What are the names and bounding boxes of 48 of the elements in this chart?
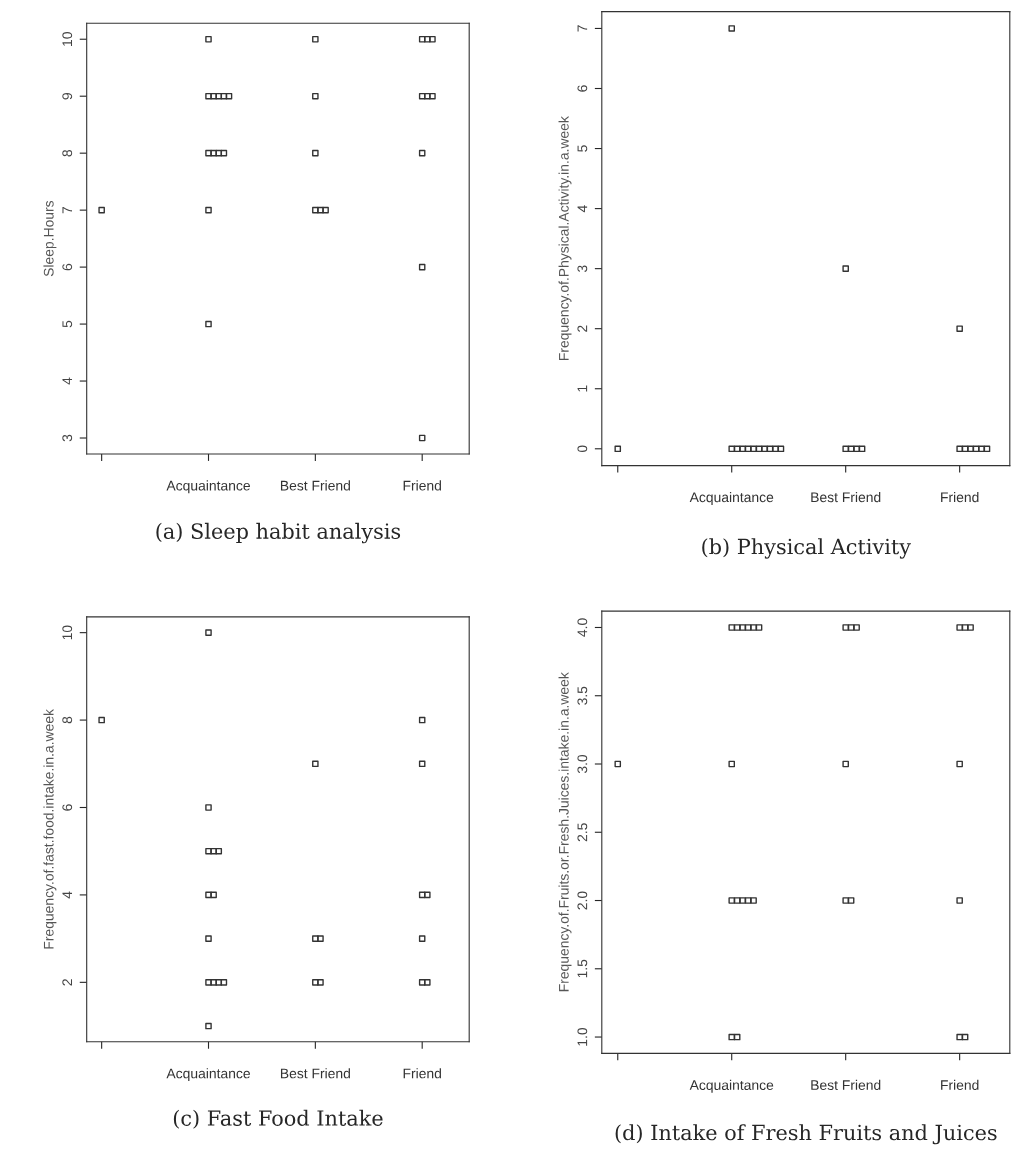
y-tick-label: 3.0 xyxy=(577,754,588,774)
y-tick-label: 1.0 xyxy=(577,1027,588,1046)
x-tick-label: Friend xyxy=(941,1079,979,1091)
x-tick-label: Acquaintance xyxy=(689,491,774,505)
y-tick-label: 1 xyxy=(577,385,588,392)
y-tick-label: 1.5 xyxy=(577,959,588,978)
y-tick-label: 9 xyxy=(62,93,73,100)
text: (a) Sleep habit analysis xyxy=(156,522,401,544)
y-tick-label: 8 xyxy=(62,716,73,724)
text: (b) Physical Activity xyxy=(702,538,911,559)
x-tick-label: Friend xyxy=(403,480,441,491)
y-tick-label: 0 xyxy=(577,445,588,453)
y-tick-label: 5 xyxy=(577,145,588,152)
x-tick-label: Friend xyxy=(941,491,979,503)
y-tick-label: 10 xyxy=(62,32,73,46)
y-tick-label: 4 xyxy=(62,891,73,899)
y-tick-label: 8 xyxy=(62,149,73,157)
y-tick-label: 6 xyxy=(62,804,73,811)
y-tick-label: 4.0 xyxy=(577,618,588,637)
y-tick-label: 7 xyxy=(62,206,73,214)
y-tick-label: 6 xyxy=(62,263,73,271)
y-tick-label: 2.0 xyxy=(577,891,588,910)
y-tick-label: 10 xyxy=(62,625,73,640)
x-tick-label: Acquaintance xyxy=(166,480,250,494)
y-tick-label: 7 xyxy=(577,25,588,32)
y-tick-label: 2.5 xyxy=(577,823,588,842)
y-tick-label: 3.5 xyxy=(577,686,588,705)
y-tick-label: 2 xyxy=(62,979,73,986)
y-tick-label: 3 xyxy=(62,434,73,442)
y-tick-label: 6 xyxy=(577,85,588,92)
y-axis-title: Sleep.Hours xyxy=(43,200,57,277)
y-axis-title: Frequency.of.Fruits.or.Fresh.Juices.intake.in.a.week xyxy=(558,672,572,992)
x-tick-label: Acquaintance xyxy=(166,1068,250,1082)
x-tick-label: Friend xyxy=(403,1068,441,1079)
x-tick-label: Acquaintance xyxy=(689,1079,774,1093)
y-tick-label: 5 xyxy=(62,320,73,328)
y-axis-title: Frequency.of.fast.food.intake.in.a.week xyxy=(43,709,57,949)
y-tick-label: 4 xyxy=(62,377,73,385)
y-tick-label: 3 xyxy=(577,265,588,272)
x-tick-label: Best Friend xyxy=(811,1079,881,1091)
text: (d) Intake of Fresh Fruits and Juices xyxy=(615,1124,997,1145)
x-tick-label: Best Friend xyxy=(280,480,350,491)
y-axis-title: Frequency.of.Physical.Activity.in.a.week xyxy=(558,116,572,360)
x-tick-label: Best Friend xyxy=(811,491,881,503)
x-tick-label: Best Friend xyxy=(280,1068,350,1079)
y-tick-label: 4 xyxy=(577,205,588,213)
y-tick-label: 2 xyxy=(577,325,588,332)
text: (c) Fast Food Intake xyxy=(173,1109,383,1129)
